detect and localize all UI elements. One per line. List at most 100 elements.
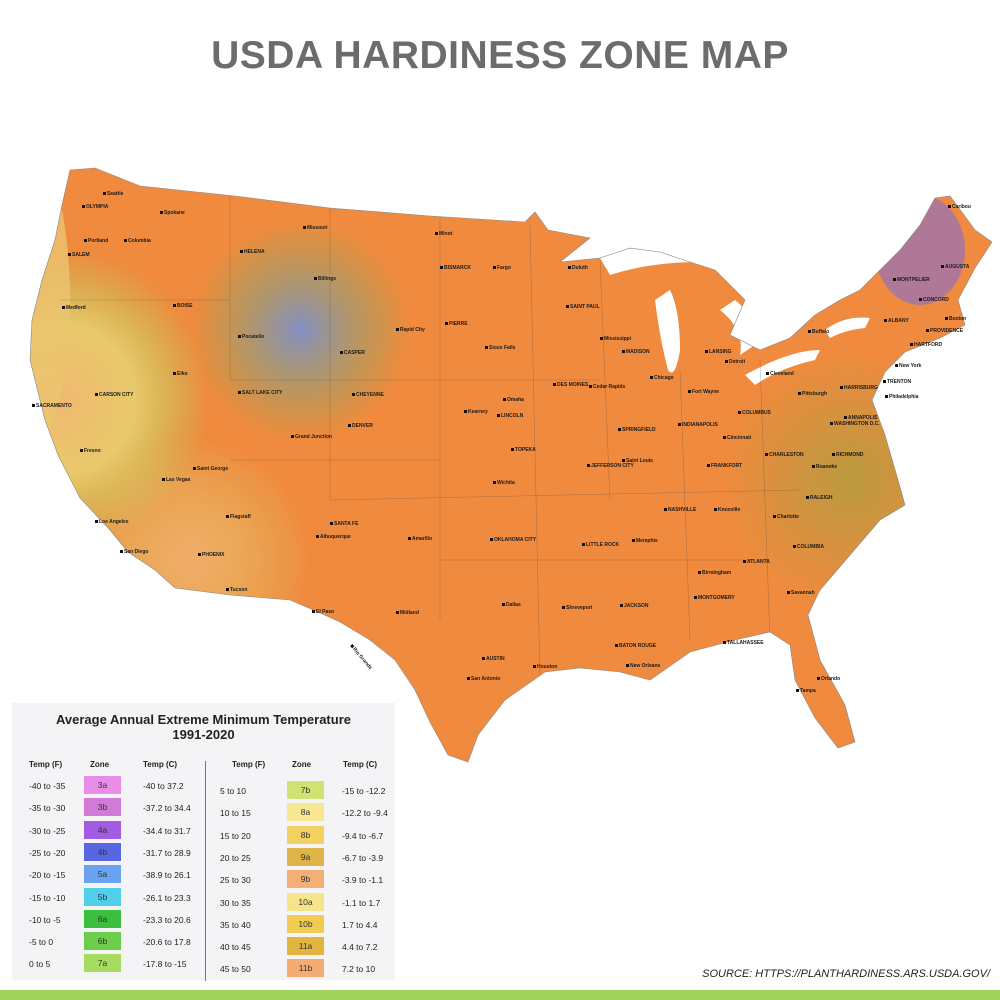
city-label: SANTA FE xyxy=(330,522,358,527)
legend-row-5a: -20 to -15 5a -38.9 to 26.1 xyxy=(29,865,204,885)
city-label: Billings xyxy=(314,277,336,282)
source-credit: SOURCE: HTTPS://PLANTHARDINESS.ARS.USDA.… xyxy=(702,968,990,980)
legend-temp-f: 40 to 45 xyxy=(220,942,251,953)
city-label: Elko xyxy=(173,372,188,377)
legend-row-8b: 15 to 20 8b -9.4 to -6.7 xyxy=(220,825,395,846)
city-label: WASHINGTON D.C. xyxy=(830,422,880,427)
legend-row-4b: -25 to -20 4b -31.7 to 28.9 xyxy=(29,842,204,863)
page-title: USDA HARDINESS ZONE MAP xyxy=(211,34,789,77)
city-label: Detroit xyxy=(725,360,745,365)
city-label: New York xyxy=(895,364,921,369)
zone-swatch: 8a xyxy=(287,803,324,822)
city-label: Duluth xyxy=(568,266,588,271)
legend-temp-c: -38.9 to 26.1 xyxy=(143,870,191,881)
legend-row-8a: 10 to 15 8a -12.2 to -9.4 xyxy=(220,803,395,823)
legend-temp-c: -17.8 to -15 xyxy=(143,959,187,970)
legend-temp-c: -6.7 to -3.9 xyxy=(342,852,384,863)
city-label: LITTLE ROCK xyxy=(582,543,619,548)
legend-title-line1: Average Annual Extreme Minimum Temperatu… xyxy=(56,712,351,727)
legend-divider xyxy=(205,761,206,981)
city-label: Portland xyxy=(84,239,108,244)
city-label: Savannah xyxy=(787,591,815,596)
header-zone: Zone xyxy=(292,760,312,769)
city-label: MONTPELIER xyxy=(893,278,930,283)
zone-swatch: 4a xyxy=(84,820,121,839)
city-label: RALEIGH xyxy=(806,496,833,501)
city-label: SPRINGFIELD xyxy=(618,428,656,433)
legend-temp-c: -12.2 to -9.4 xyxy=(342,808,388,819)
legend-row-7b: 5 to 10 7b -15 to -12.2 xyxy=(220,781,395,801)
legend-temp-c: -34.4 to 31.7 xyxy=(143,825,191,836)
city-label: Dallas xyxy=(502,603,521,608)
legend-row-6b: -5 to 0 6b -20.6 to 17.8 xyxy=(29,932,204,952)
city-label: Pittsburgh xyxy=(798,392,827,397)
legend-temp-f: -25 to -20 xyxy=(29,847,66,858)
legend-temp-f: 5 to 10 xyxy=(220,786,246,796)
city-label: Houston xyxy=(533,665,557,670)
city-label: El Paso xyxy=(312,610,334,615)
lake-ontario xyxy=(825,317,870,338)
zone-legend: Average Annual Extreme Minimum Temperatu… xyxy=(12,703,395,981)
city-label: Chicago xyxy=(650,376,674,381)
city-label: TOPEKA xyxy=(511,448,536,453)
city-label: ANNAPOLIS xyxy=(844,416,877,421)
zone-swatch: 5b xyxy=(84,887,121,906)
zone-swatch: 7b xyxy=(287,781,324,799)
zone-swatch: 10a xyxy=(287,892,324,911)
city-label: Mississippi xyxy=(600,337,631,342)
legend-temp-c: 4.4 to 7.2 xyxy=(342,942,378,953)
zone-swatch: 4b xyxy=(84,842,121,861)
city-label: SACRAMENTO xyxy=(32,404,72,409)
city-label: Tucson xyxy=(226,588,247,593)
city-label: JEFFERSON CITY xyxy=(587,464,634,469)
legend-temp-f: -5 to 0 xyxy=(29,937,54,948)
city-label: Cleveland xyxy=(766,372,794,377)
city-label: Buffalo xyxy=(808,330,829,335)
city-label: DENVER xyxy=(348,424,373,429)
legend-temp-f: -20 to -15 xyxy=(29,870,66,881)
legend-temp-c: -37.2 to 34.4 xyxy=(143,803,191,814)
legend-temp-f: 30 to 35 xyxy=(220,897,251,908)
city-label: CONCORD xyxy=(919,298,949,303)
legend-temp-f: 15 to 20 xyxy=(220,830,251,841)
city-label: Shreveport xyxy=(562,606,592,611)
legend-temp-c: -9.4 to -6.7 xyxy=(342,830,384,841)
header-temp-c: Temp (C) xyxy=(143,760,178,769)
city-label: PIERRE xyxy=(445,322,468,327)
legend-row-3a: -40 to -35 3a -40 to 37.2 xyxy=(29,776,204,796)
legend-temp-f: 10 to 15 xyxy=(220,808,251,819)
city-label: RICHMOND xyxy=(832,453,864,458)
legend-temp-c: -3.9 to -1.1 xyxy=(342,875,384,886)
legend-temp-f: 20 to 25 xyxy=(220,852,251,863)
legend-temp-f: 35 to 40 xyxy=(220,919,251,930)
legend-temp-f: 25 to 30 xyxy=(220,875,251,886)
lake-erie xyxy=(745,350,820,385)
legend-row-5b: -15 to -10 5b -26.1 to 23.3 xyxy=(29,887,204,908)
legend-temp-f: -35 to -30 xyxy=(29,803,66,814)
city-label: FRANKFORT xyxy=(707,464,742,469)
legend-temp-c: -31.7 to 28.9 xyxy=(143,847,191,858)
city-label: SALT LAKE CITY xyxy=(238,391,282,396)
legend-temp-c: 7.2 to 10 xyxy=(342,964,376,975)
city-label: Orlando xyxy=(817,677,840,682)
city-label: Albuquerque xyxy=(316,535,351,540)
city-label: PHOENIX xyxy=(198,553,225,558)
city-label: Knoxville xyxy=(714,508,740,513)
city-label: Fort Wayne xyxy=(688,390,719,395)
zone-swatch: 8b xyxy=(287,825,324,844)
city-label: ALBANY xyxy=(884,319,909,324)
city-label: Omaha xyxy=(503,398,524,403)
legend-row-3b: -35 to -30 3b -37.2 to 34.4 xyxy=(29,798,204,818)
legend-row-9a: 20 to 25 9a -6.7 to -3.9 xyxy=(220,847,395,868)
city-label: TALLAHASSEE xyxy=(723,641,764,646)
zone-swatch: 6b xyxy=(84,932,121,951)
city-label: COLUMBIA xyxy=(793,545,824,550)
city-label: Wichita xyxy=(493,481,515,486)
city-label: BOISE xyxy=(173,304,193,309)
city-label: Amarillo xyxy=(408,537,432,542)
legend-row-10b: 35 to 40 10b 1.7 to 4.4 xyxy=(220,914,395,935)
city-label: OLYMPIA xyxy=(82,205,108,210)
city-label: Las Vegas xyxy=(162,478,190,483)
city-label: San Antonio xyxy=(467,677,500,682)
city-label: NASHVILLE xyxy=(664,508,696,513)
